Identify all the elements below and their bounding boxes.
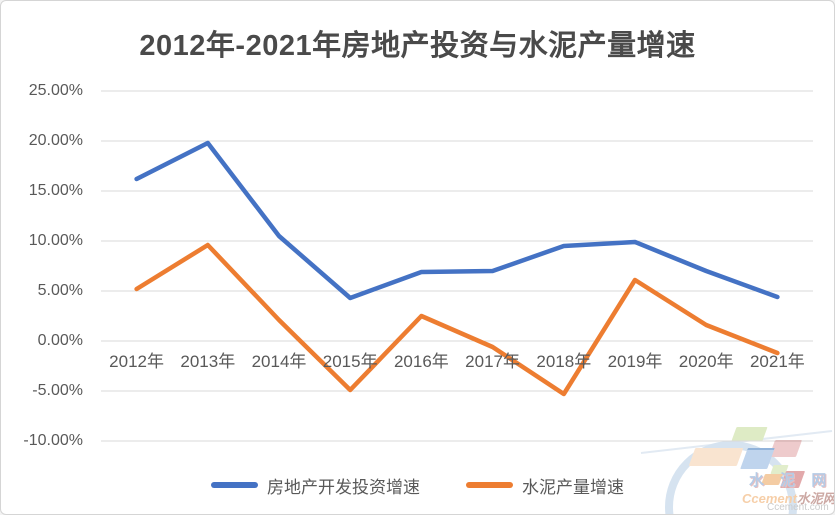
series-line-cement	[134, 242, 780, 397]
x-tick-label: 2021年	[749, 352, 805, 371]
y-tick-label: 25.00%	[28, 82, 83, 99]
series-line-investment	[134, 140, 780, 301]
x-tick-label: 2016年	[393, 352, 449, 371]
chart-title: 2012年-2021年房地产投资与水泥产量增速	[139, 30, 696, 62]
legend-swatch-cement	[466, 482, 513, 488]
x-tick-label: 2017年	[465, 352, 520, 371]
y-tick-label: 5.00%	[37, 282, 83, 299]
x-tick-label: 2014年	[251, 352, 307, 371]
y-tick-label: -5.00%	[32, 382, 83, 399]
x-tick-label: 2018年	[536, 352, 592, 371]
y-tick-label: 0.00%	[37, 332, 83, 349]
legend-item-investment: 房地产开发投资增速	[211, 473, 420, 498]
x-tick-label: 2013年	[180, 352, 236, 371]
y-tick-label: -10.00%	[23, 432, 83, 449]
legend-label-cement: 水泥产量增速	[522, 477, 624, 497]
chart-legend: 房地产开发投资增速 水泥产量增速	[1, 473, 834, 497]
x-tick-label: 2019年	[607, 352, 663, 371]
legend-label-investment: 房地产开发投资增速	[267, 477, 420, 497]
y-tick-label: 10.00%	[28, 232, 83, 249]
x-tick-label: 2012年	[109, 352, 164, 371]
y-tick-label: 20.00%	[28, 132, 83, 149]
y-tick-label: 15.00%	[28, 182, 83, 199]
x-tick-label: 2020年	[678, 352, 734, 371]
x-tick-label: 2015年	[322, 352, 378, 371]
legend-swatch-investment	[211, 482, 258, 488]
legend-item-cement: 水泥产量增速	[466, 473, 624, 498]
